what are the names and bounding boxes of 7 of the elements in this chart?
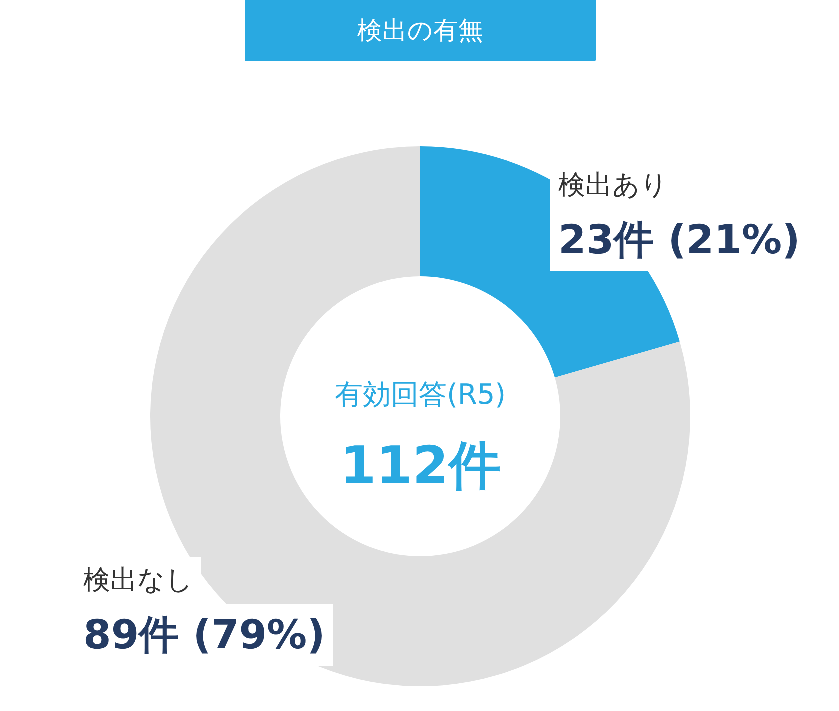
chart-title: 検出の有無 (358, 16, 484, 45)
text: 112件 (340, 436, 501, 496)
data-label: 89件 (79%) (84, 612, 326, 658)
text: 有効回答(R5) (334, 378, 506, 411)
slice-label: 検出あり (558, 170, 668, 201)
data-label: 23件 (21%) (558, 218, 800, 264)
slice-label: 検出なし (84, 565, 194, 596)
